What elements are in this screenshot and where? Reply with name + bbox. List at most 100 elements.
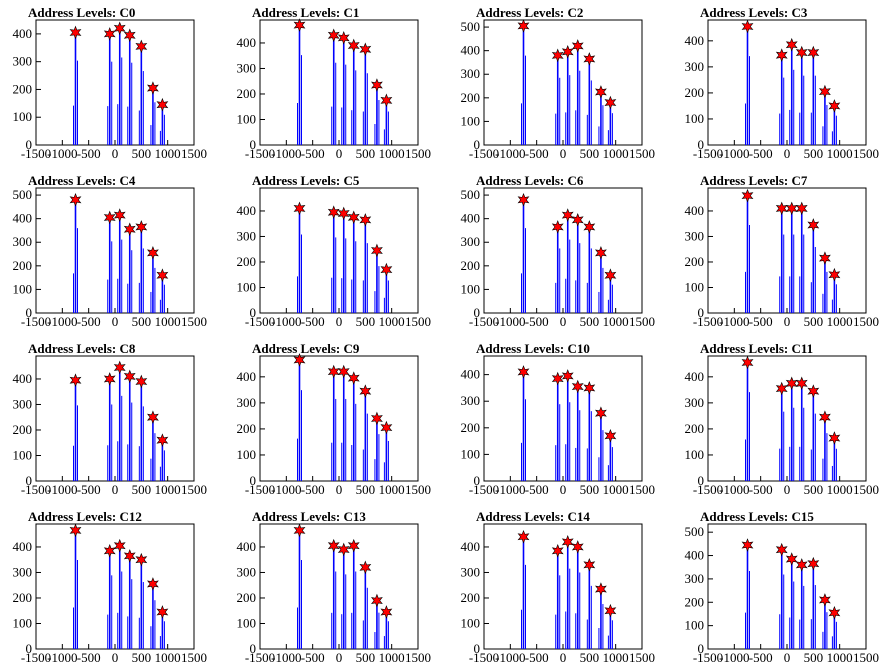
y-tick-label: 100 bbox=[685, 279, 705, 294]
chart-title: Address Levels: C8 bbox=[28, 341, 136, 356]
x-tick-label: 1500 bbox=[629, 146, 655, 161]
plot-frame bbox=[35, 19, 195, 146]
chart-svg: Address Levels: C1 0 100 200 300 400 -1500-100… bbox=[237, 5, 432, 161]
x-tick-label: -1000 bbox=[719, 146, 749, 161]
x-tick-label: -500 bbox=[77, 482, 101, 497]
x-tick-label: 1500 bbox=[853, 146, 879, 161]
peak-marker-2 bbox=[785, 37, 798, 52]
y-tick-label: 100 bbox=[13, 281, 33, 296]
y-tick-label: 300 bbox=[13, 396, 33, 411]
x-tick-label: 1500 bbox=[629, 482, 655, 497]
chart-panel-7: Address Levels: C7 0 100 200 300 400 -1500 -100… bbox=[672, 168, 896, 336]
x-tick-label: -1000 bbox=[719, 482, 749, 497]
peak-marker-3 bbox=[795, 201, 808, 216]
x-tick-label: 0 bbox=[336, 146, 343, 161]
peak-marker-2 bbox=[561, 369, 574, 383]
chart-svg: Address Levels: C5 0 100 200 300 400 -1500-100… bbox=[237, 173, 432, 329]
x-tick-label: 1000 bbox=[155, 314, 181, 329]
y-tick-label: 0 bbox=[474, 137, 481, 152]
peak-marker-1 bbox=[551, 371, 564, 386]
peak-marker-3 bbox=[795, 45, 808, 60]
chart-title: Address Levels: C14 bbox=[476, 509, 590, 524]
x-tick-label: 1000 bbox=[827, 650, 853, 665]
x-tick-label: 1000 bbox=[603, 146, 629, 161]
x-tick-label: 1000 bbox=[155, 146, 181, 161]
chart-title: Address Levels: C1 bbox=[252, 5, 359, 20]
plot-frame bbox=[707, 355, 867, 482]
peak-marker-0 bbox=[69, 523, 82, 538]
x-tick-label: 500 bbox=[132, 650, 152, 665]
x-tick-label: 500 bbox=[804, 146, 824, 161]
x-tick-label: -500 bbox=[749, 482, 773, 497]
y-tick-label: 0 bbox=[26, 473, 33, 488]
x-tick-label: -1000 bbox=[719, 314, 749, 329]
x-tick-label: 0 bbox=[112, 314, 119, 329]
x-tick-label: -500 bbox=[525, 146, 549, 161]
chart-svg: Address Levels: C7 0 100 200 300 400 -1500-100… bbox=[685, 173, 880, 329]
peak-marker-3 bbox=[123, 549, 136, 563]
x-tick-label: 500 bbox=[580, 146, 600, 161]
x-tick-label: -500 bbox=[749, 146, 773, 161]
peak-marker-1 bbox=[551, 48, 564, 63]
chart-panel-8: Address Levels: C8 0 100 200 300 400 -1500 -100… bbox=[0, 336, 224, 504]
x-tick-label: 1500 bbox=[405, 314, 431, 329]
x-tick-label: 500 bbox=[132, 146, 152, 161]
peak-marker-4 bbox=[135, 220, 148, 234]
peak-marker-0 bbox=[741, 538, 754, 552]
y-tick-label: 200 bbox=[13, 81, 33, 96]
x-tick-label: -500 bbox=[301, 146, 325, 161]
peak-marker-3 bbox=[347, 210, 360, 225]
y-tick-label: 100 bbox=[13, 447, 33, 462]
x-tick-label: 1000 bbox=[827, 482, 853, 497]
chart-panel-10: Address Levels: C10 0 100 200 300 400 -1500 -10… bbox=[448, 336, 672, 504]
peak-marker-1 bbox=[103, 27, 116, 41]
y-tick-label: 0 bbox=[26, 137, 33, 152]
chart-title: Address Levels: C2 bbox=[476, 5, 583, 20]
x-tick-label: -500 bbox=[525, 482, 549, 497]
chart-svg: Address Levels: C13 0 100 200 300 400 -1500-10… bbox=[237, 509, 432, 665]
chart-title: Address Levels: C9 bbox=[252, 341, 360, 356]
peak-marker-6 bbox=[380, 262, 393, 277]
peak-marker-0 bbox=[741, 188, 754, 203]
peak-marker-1 bbox=[103, 543, 116, 558]
y-tick-label: 300 bbox=[685, 395, 705, 410]
peak-marker-1 bbox=[327, 364, 340, 379]
y-tick-label: 0 bbox=[26, 641, 33, 656]
x-tick-label: 0 bbox=[336, 650, 343, 665]
peak-marker-4 bbox=[583, 52, 596, 66]
y-tick-label: 100 bbox=[237, 447, 257, 462]
chart-title: Address Levels: C12 bbox=[28, 509, 142, 524]
chart-panel-2: Address Levels: C2 0 100 200 300 400 500 -1500-… bbox=[448, 0, 672, 168]
x-tick-label: 500 bbox=[580, 314, 600, 329]
y-tick-label: 0 bbox=[26, 305, 33, 320]
x-tick-label: -1500 bbox=[469, 482, 499, 497]
x-tick-label: -1000 bbox=[47, 482, 77, 497]
x-tick-label: 0 bbox=[112, 482, 119, 497]
peak-marker-3 bbox=[795, 376, 808, 391]
chart-svg: Address Levels: C9 0 100 200 300 400 -1500-100… bbox=[237, 341, 432, 497]
y-tick-label: 500 bbox=[461, 187, 481, 202]
x-tick-label: -1000 bbox=[271, 650, 301, 665]
y-tick-label: 0 bbox=[698, 473, 705, 488]
peak-marker-2 bbox=[113, 538, 126, 553]
peak-marker-5 bbox=[147, 410, 159, 425]
peak-marker-5 bbox=[147, 246, 159, 260]
x-tick-label: 1500 bbox=[853, 482, 879, 497]
peak-marker-4 bbox=[583, 220, 596, 234]
x-tick-label: -500 bbox=[749, 650, 773, 665]
peak-marker-0 bbox=[69, 25, 82, 40]
y-tick-label: 100 bbox=[461, 446, 481, 461]
y-tick-label: 400 bbox=[13, 539, 33, 554]
x-tick-label: -1000 bbox=[495, 482, 525, 497]
peak-marker-0 bbox=[517, 365, 530, 379]
plot-frame bbox=[259, 187, 419, 314]
x-tick-label: 1000 bbox=[603, 482, 629, 497]
y-tick-label: 0 bbox=[698, 305, 705, 320]
y-tick-label: 200 bbox=[685, 594, 705, 609]
y-tick-label: 200 bbox=[237, 590, 257, 605]
y-tick-label: 400 bbox=[685, 33, 705, 48]
peak-marker-0 bbox=[293, 523, 306, 538]
chart-panel-12: Address Levels: C12 0 100 200 300 400 -1500 -10… bbox=[0, 504, 224, 672]
x-tick-label: -1000 bbox=[495, 650, 525, 665]
chart-svg: Address Levels: C14 0 100 200 300 400 -1500-10… bbox=[461, 509, 656, 665]
